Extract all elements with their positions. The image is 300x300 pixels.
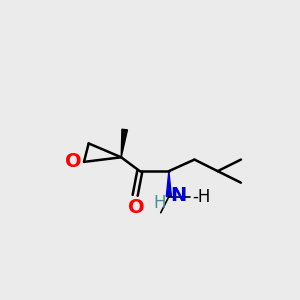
Text: -H: -H: [192, 188, 211, 206]
Polygon shape: [166, 171, 171, 196]
Text: N: N: [170, 186, 186, 206]
Polygon shape: [121, 129, 127, 157]
Text: O: O: [128, 198, 145, 217]
Text: O: O: [65, 152, 82, 171]
Text: H: H: [153, 194, 166, 211]
